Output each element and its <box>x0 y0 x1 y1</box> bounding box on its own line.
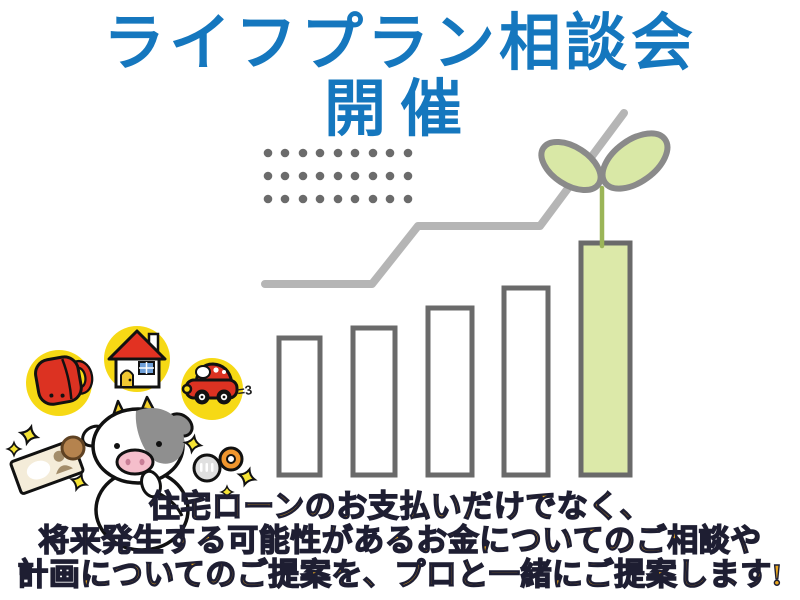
sprout-leaf-left <box>538 138 604 194</box>
title-block: ライフプラン相談会 開催 <box>0 8 800 142</box>
car-icon: =3 <box>181 358 253 420</box>
cow-mascot <box>81 395 194 552</box>
bar-chart-graphic <box>276 240 633 478</box>
bar-2 <box>350 325 398 478</box>
bar-5-highlight <box>578 240 633 478</box>
poster-subtitle: 開催 <box>323 75 476 144</box>
message-line-1: 住宅ローンのお支払いだけでなく、 <box>148 489 652 524</box>
cow-eye-right <box>156 441 162 447</box>
cow-arm <box>157 491 184 517</box>
sprout-icon <box>538 130 671 249</box>
cow-head-patch <box>135 408 185 464</box>
sparkle-icons <box>5 423 258 500</box>
bar-4 <box>501 285 551 478</box>
dot-grid <box>263 148 413 204</box>
cow-hand <box>140 469 162 499</box>
coin-brown-icon <box>60 435 86 461</box>
cow-snout <box>115 448 155 476</box>
dot-row <box>263 171 413 181</box>
backpack-icon <box>26 350 94 416</box>
cow-nostril <box>125 458 131 466</box>
dot-row <box>263 194 413 204</box>
house-icon <box>104 326 170 392</box>
message-line-2: 将来発生する可能性があるお金についてのご相談や <box>38 523 762 558</box>
coin-silver-icon <box>192 453 222 483</box>
cow-nostril <box>139 458 145 466</box>
poster-title: ライフプラン相談会 <box>102 9 697 78</box>
bar-1 <box>276 335 323 478</box>
dot-row <box>263 148 413 158</box>
message-line-3: 計画についてのご提案を、プロと一緒にご提案します! <box>17 557 783 592</box>
car-exhaust-text: =3 <box>236 382 253 399</box>
message-block: 住宅ローンのお支払いだけでなく、 将来発生する可能性があるお金についてのご相談や… <box>0 489 800 592</box>
coin-orange-icon <box>218 446 244 472</box>
bar-3 <box>425 305 475 478</box>
sprout-leaf-right <box>599 130 671 192</box>
cow-eye-left <box>114 443 120 449</box>
